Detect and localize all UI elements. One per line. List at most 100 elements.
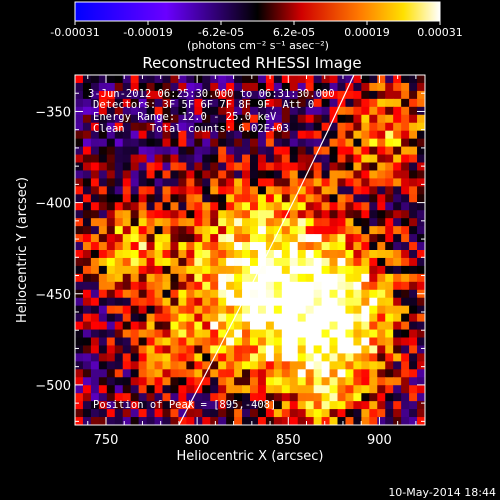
heatmap-cell [106,178,116,187]
heatmap-cell [154,130,164,140]
heatmap-cell [353,114,362,124]
heatmap-cell [329,369,339,378]
heatmap-cell [305,170,315,179]
heatmap-cell [313,178,323,187]
heatmap-cell [361,98,370,108]
heatmap-cell [90,329,100,339]
heatmap-cell [257,273,267,283]
heatmap-cell [138,313,148,323]
heatmap-cell [289,385,299,394]
heatmap-cell [393,281,402,291]
heatmap-cell [82,146,92,156]
heatmap-cell [250,361,259,370]
heatmap-cell [162,385,172,394]
heatmap-cell [138,321,148,331]
heatmap-cell [417,122,425,132]
heatmap-cell [337,138,347,148]
heatmap-cell [401,353,410,362]
heatmap-cell [369,98,378,108]
heatmap-cell [377,337,386,347]
heatmap-cell [313,75,323,84]
heatmap-cell [353,138,362,148]
heatmap-cell [401,162,410,172]
heatmap-cell [146,146,156,156]
heatmap-cell [321,409,331,418]
heatmap-cell [353,345,362,354]
heatmap-cell [170,178,179,187]
heatmap-cell [106,90,116,100]
heatmap-cell [250,321,259,331]
heatmap-cell [194,138,203,148]
heatmap-cell [337,265,347,275]
heatmap-cell [178,75,187,84]
heatmap-cell [353,273,362,283]
heatmap-cell [122,162,132,172]
heatmap-cell [329,265,339,275]
heatmap-cell [218,106,227,116]
heatmap-cell [321,385,331,394]
heatmap-cell [154,369,164,378]
heatmap-cell [75,393,84,402]
heatmap-cell [162,329,172,339]
heatmap-cell [401,337,410,347]
heatmap-cell [305,75,315,84]
heatmap-cell [257,361,267,370]
heatmap-cell [82,313,92,323]
heatmap-cell [377,178,386,187]
heatmap-cell [106,242,116,251]
heatmap-cell [90,385,100,394]
heatmap-cell [345,369,354,378]
heatmap-cell [321,154,331,164]
heatmap-cell [114,234,124,243]
heatmap-cell [146,393,156,402]
heatmap-cell [281,337,291,347]
heatmap-cell [289,234,299,243]
heatmap-cell [146,297,156,307]
heatmap-cell [305,257,315,267]
heatmap-cell [250,210,259,219]
heatmap-cell [75,385,84,394]
heatmap-cell [250,242,259,251]
heatmap-cell [337,75,347,84]
heatmap-cell [377,321,386,331]
heatmap-cell [377,361,386,370]
heatmap-cell [130,281,140,291]
heatmap-cell [146,281,156,291]
heatmap-cell [385,146,394,156]
heatmap-cell [154,361,164,370]
heatmap-cell [202,210,211,219]
heatmap-cell [377,417,386,425]
heatmap-cell [138,401,148,410]
heatmap-cell [353,75,362,84]
heatmap-cell [210,90,219,100]
heatmap-cell [106,337,116,347]
heatmap-cell [313,186,323,195]
heatmap-cell [138,369,148,378]
heatmap-cell [138,154,148,164]
heatmap-cell [289,361,299,370]
heatmap-cell [289,130,299,140]
heatmap-cell [154,234,164,243]
heatmap-cell [75,194,84,203]
heatmap-cell [250,202,259,211]
heatmap-cell [75,417,84,425]
heatmap-cell [122,226,132,235]
heatmap-cell [130,202,140,211]
heatmap-cell [313,257,323,267]
heatmap-cell [313,90,323,100]
heatmap-cell [82,186,92,195]
heatmap-cell [122,297,132,307]
heatmap-cell [353,337,362,347]
heatmap-cell [122,409,132,418]
heatmap-cell [90,353,100,362]
heatmap-cell [273,281,283,291]
heatmap-cell [130,82,140,92]
heatmap-cell [75,257,84,267]
heatmap-cell [98,250,108,259]
heatmap-cell [186,202,195,211]
heatmap-cell [202,353,211,362]
colorbar-ticks [74,21,441,25]
heatmap-cell [265,242,275,251]
heatmap-cell [106,385,116,394]
heatmap-cell [162,345,172,354]
